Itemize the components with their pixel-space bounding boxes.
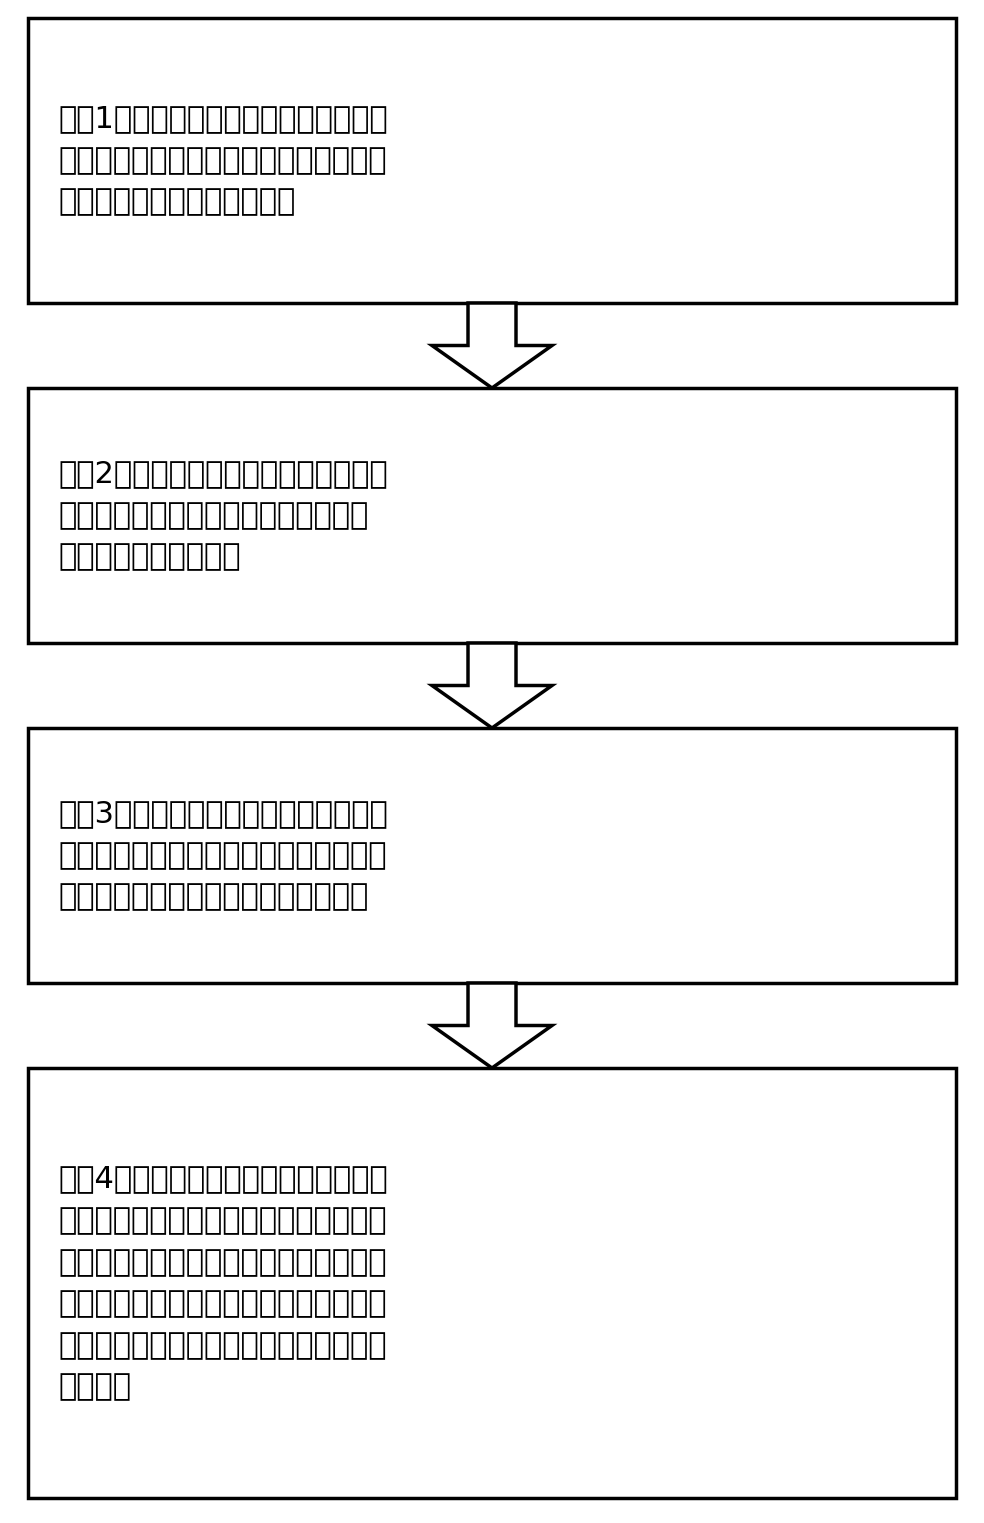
Text: 步骤1、分析转子圆轮廓测量的采样角度
分布特性和测量误差，建立真实采样角度
分布函数，采集圆轮廓数据；: 步骤1、分析转子圆轮廓测量的采样角度 分布特性和测量误差，建立真实采样角度 分布… — [58, 105, 388, 216]
Bar — [28, 728, 956, 982]
Polygon shape — [432, 643, 552, 728]
Polygon shape — [432, 982, 552, 1068]
Text: 步骤3、根据圆轮廓测量中的转子偏心、
传感器测头偏移和传感器测球半径三个参
数分量，建立三参数圆轮廓测量模型；: 步骤3、根据圆轮廓测量中的转子偏心、 传感器测头偏移和传感器测球半径三个参 数分… — [58, 800, 388, 912]
Polygon shape — [432, 303, 552, 388]
Text: 步骤4、依据有效的圆轮廓数据和圆轮廓
测量模型，准确的估计出偏心误差，得到
转子测量面偏心误差的目标函数，进而得
到偏心误差的概率密度，得到接触面跳动
信息和偏: 步骤4、依据有效的圆轮廓数据和圆轮廓 测量模型，准确的估计出偏心误差，得到 转子… — [58, 1165, 388, 1401]
Bar — [28, 388, 956, 643]
Text: 步骤2、将采集到的圆轮廓数据通过非等
间隔形态学滤波器进行功能性滤波，获
得有效的圆轮廓数据；: 步骤2、将采集到的圆轮廓数据通过非等 间隔形态学滤波器进行功能性滤波，获 得有效… — [58, 460, 388, 571]
Bar — [28, 18, 956, 303]
Bar — [28, 1068, 956, 1499]
